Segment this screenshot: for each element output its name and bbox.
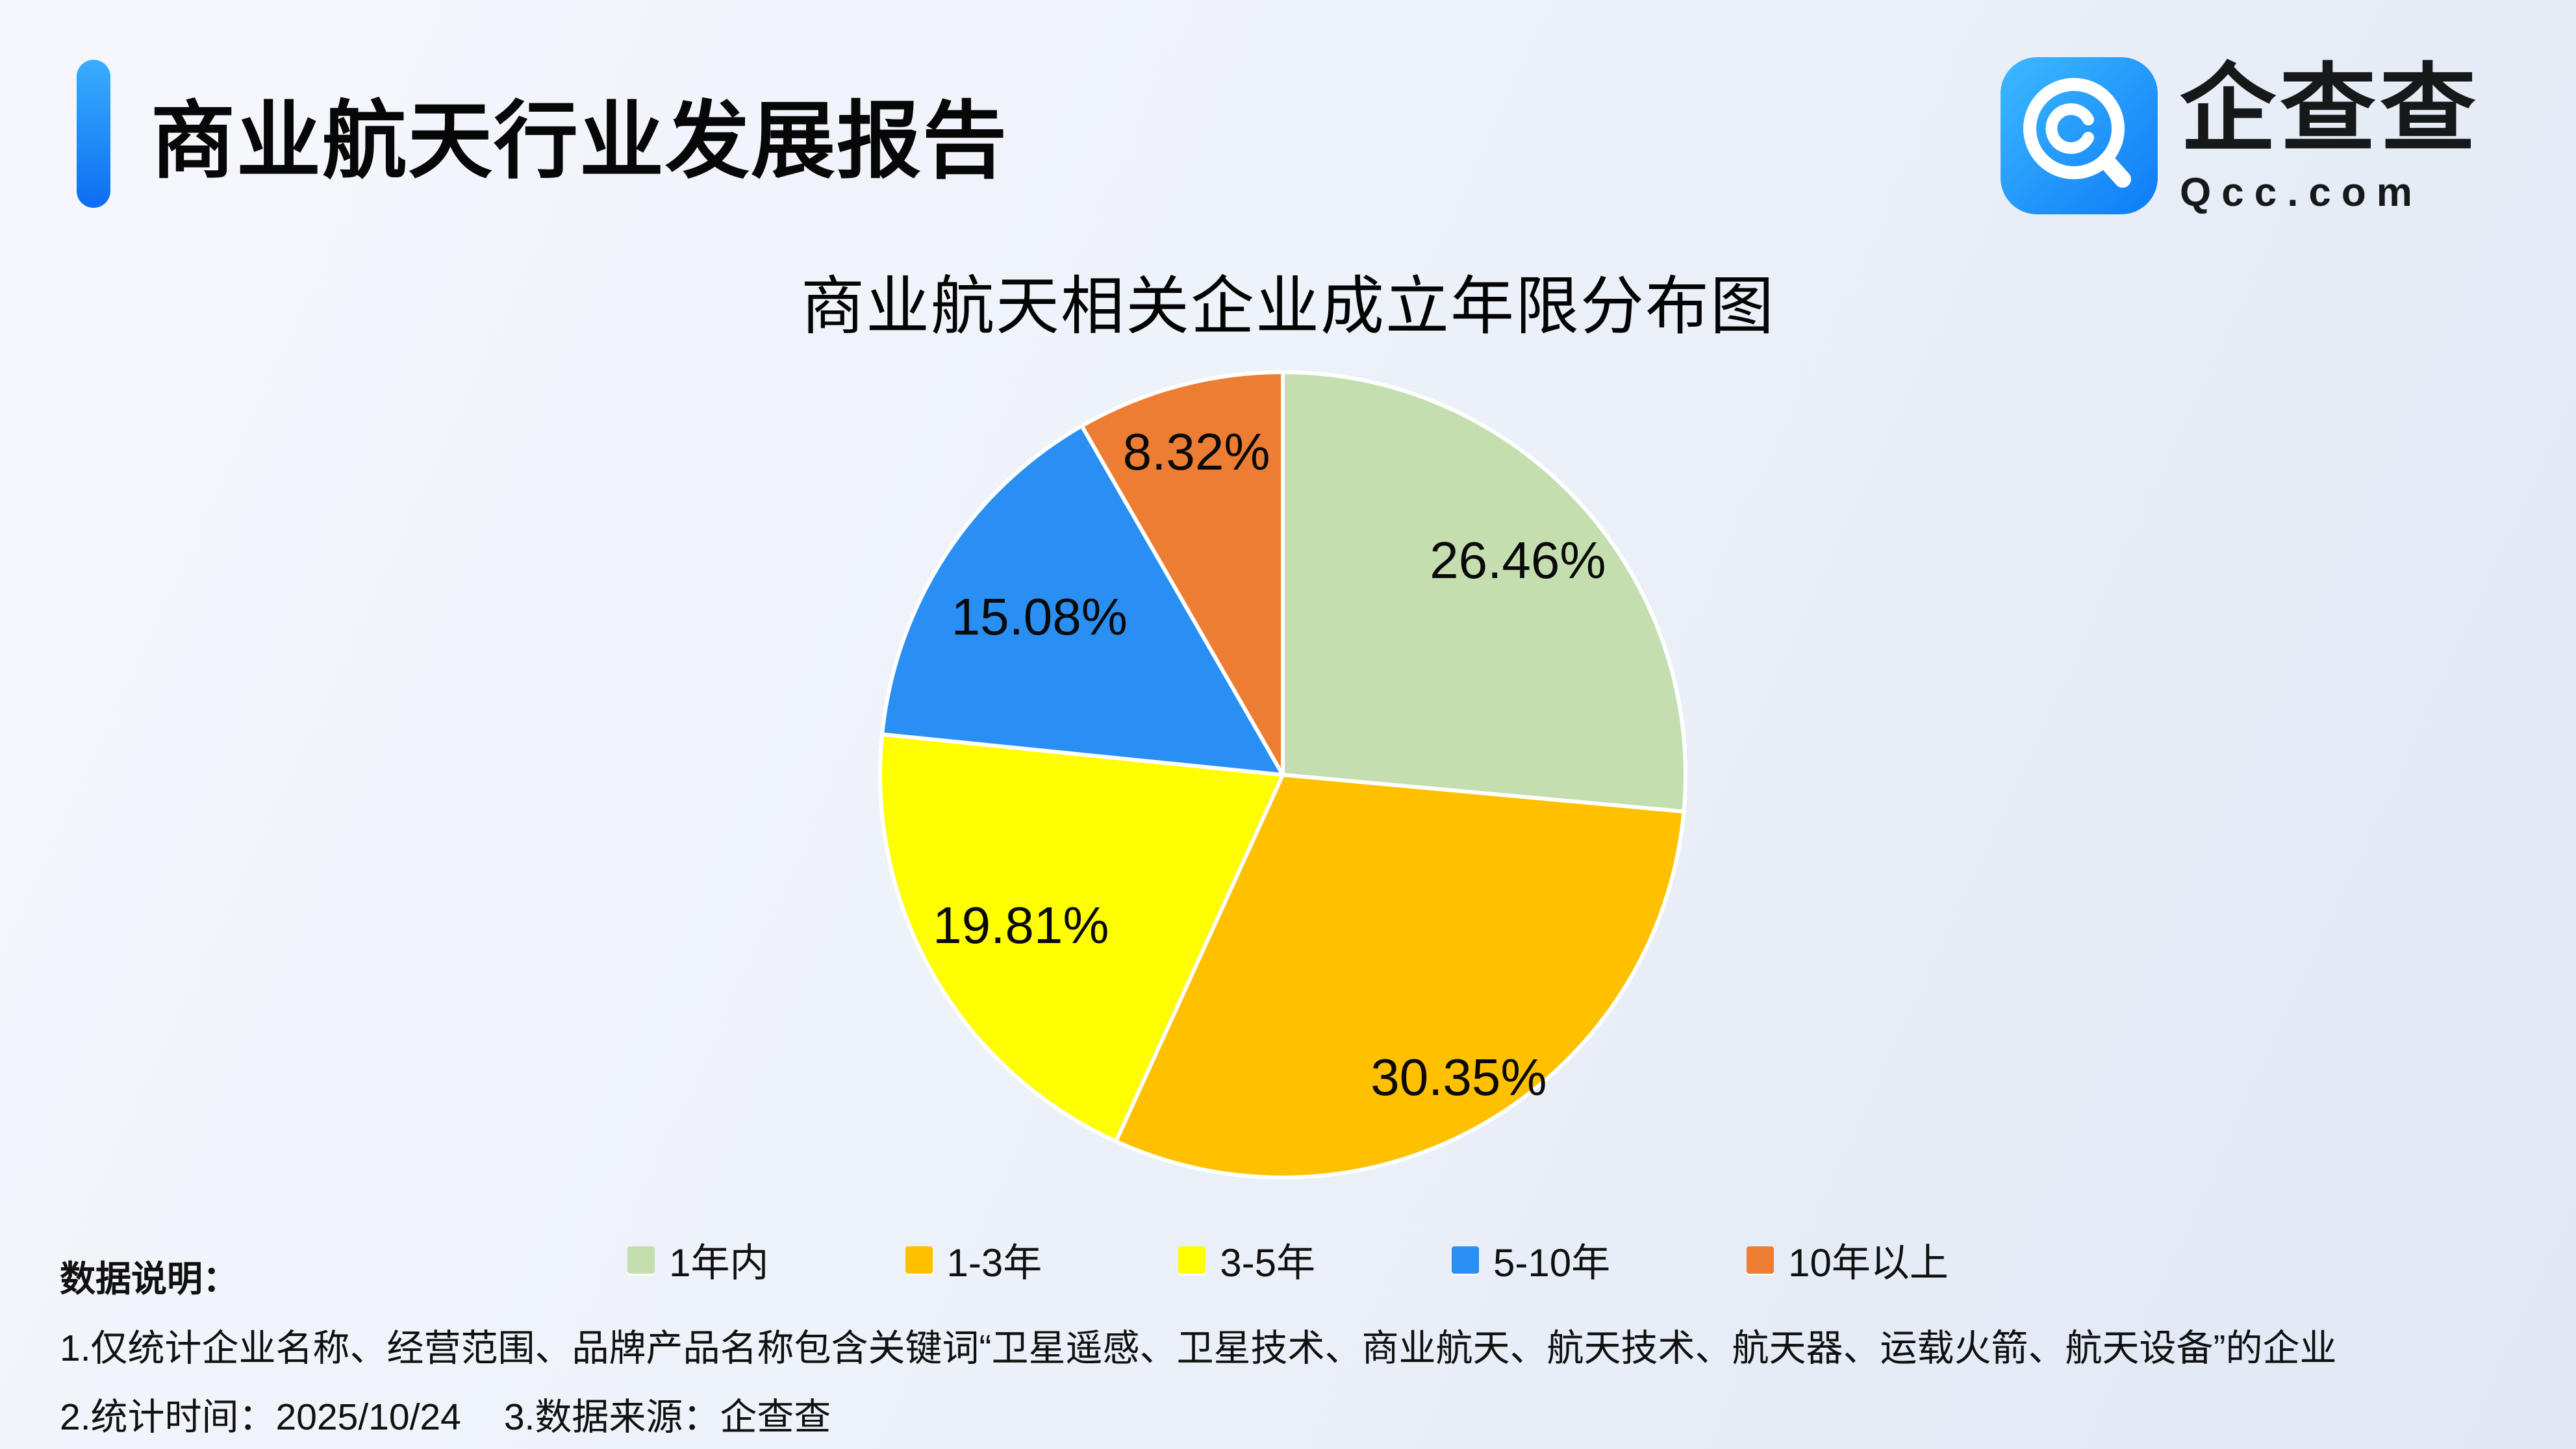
legend-mark-1	[627, 1246, 655, 1274]
pie-svg	[878, 370, 1687, 1179]
legend-item-4: 5-10年	[1451, 1231, 1611, 1288]
pie-chart: 26.46% 30.35% 19.81% 15.08% 8.32%	[875, 367, 1691, 1183]
note-stat-time: 2.统计时间：2025/10/24	[60, 1396, 461, 1438]
legend-label-5: 10年以上	[1788, 1241, 1949, 1285]
pie-slice-5	[1080, 370, 1285, 777]
note-scope: 1.仅统计企业名称、经营范围、品牌产品名称包含关键词“卫星遥感、卫星技术、商业航…	[60, 1328, 2337, 1369]
note-meta: 2.统计时间：2025/10/24 3.数据来源：企查查	[60, 1387, 831, 1441]
legend-mark-2	[905, 1246, 933, 1274]
page-title: 商业航天行业发展报告	[151, 94, 1009, 188]
qcc-logo: 企查查 Qcc.com	[2001, 57, 2480, 216]
legend-mark-5	[1747, 1246, 1774, 1274]
qcc-logo-text: 企查查 Qcc.com	[2180, 57, 2480, 216]
chart-title: 商业航天相关企业成立年限分布图	[800, 270, 1775, 342]
notes-heading: 数据说明：	[60, 1259, 239, 1299]
note-data-source: 3.数据来源：企查查	[503, 1396, 831, 1438]
pie-slice-2	[1114, 773, 1686, 1179]
pie-label-4: 15.08%	[951, 588, 1128, 646]
legend-item-3: 3-5年	[1178, 1231, 1315, 1288]
legend-label-1: 1年内	[669, 1241, 769, 1285]
legend-item-2: 1-3年	[905, 1231, 1042, 1288]
qcc-brand-name: 企查查	[2180, 56, 2480, 163]
legend-item-1: 1年内	[627, 1231, 769, 1288]
pie-slice-1	[1281, 370, 1687, 814]
title-accent-bar	[77, 60, 110, 208]
legend-mark-4	[1451, 1246, 1479, 1274]
legend-label-2: 1-3年	[946, 1241, 1042, 1285]
pie-label-1: 26.46%	[1430, 531, 1606, 589]
chart-legend: 1年内 1-3年 3-5年 5-10年 10年以上	[0, 1231, 2576, 1288]
legend-mark-3	[1178, 1246, 1206, 1274]
pie-label-2: 30.35%	[1370, 1048, 1547, 1107]
pie-label-3: 19.81%	[933, 896, 1109, 954]
legend-label-4: 5-10年	[1493, 1241, 1611, 1285]
pie-slice-4	[880, 423, 1285, 777]
qcc-magnifier-icon	[2001, 57, 2158, 214]
pie-label-5: 8.32%	[1122, 422, 1270, 481]
legend-label-3: 3-5年	[1220, 1241, 1315, 1285]
legend-item-5: 10年以上	[1747, 1231, 1949, 1288]
pie-slice-3	[878, 732, 1285, 1144]
qcc-domain: Qcc.com	[2180, 170, 2423, 215]
